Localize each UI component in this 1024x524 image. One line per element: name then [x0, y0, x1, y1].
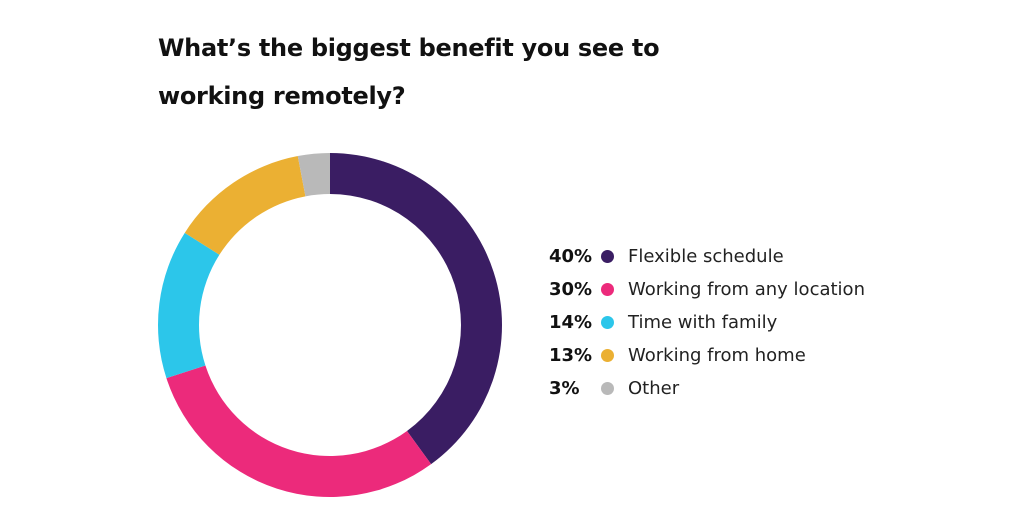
- donut-slice-4: [184, 156, 306, 255]
- legend-label: Time with family: [628, 312, 778, 333]
- legend-percent: 3%: [549, 378, 580, 399]
- legend-item: 13% Working from home: [549, 339, 865, 372]
- legend-dot-icon: [601, 283, 614, 296]
- legend-percent: 14%: [549, 312, 593, 333]
- legend-label: Flexible schedule: [628, 246, 784, 267]
- legend-label: Working from any location: [628, 279, 865, 300]
- legend-item: 3% Other: [549, 372, 865, 405]
- legend-label: Other: [628, 378, 680, 399]
- legend-dot-icon: [601, 250, 614, 263]
- donut-slice-3: [158, 232, 220, 379]
- donut-slice-2: [166, 365, 432, 497]
- legend-item: 30% Working from any location: [549, 273, 865, 306]
- donut-slice-5: [297, 153, 330, 197]
- legend-percent: 40%: [549, 246, 593, 267]
- legend-item: 14% Time with family: [549, 306, 865, 339]
- donut-chart: [158, 153, 502, 497]
- donut-slice-1: [330, 153, 502, 465]
- legend-dot-icon: [601, 382, 614, 395]
- legend-item: 40% Flexible schedule: [549, 240, 865, 273]
- legend-dot-icon: [601, 349, 614, 362]
- chart-title: What’s the biggest benefit you see to wo…: [158, 34, 660, 110]
- legend-label: Working from home: [628, 345, 806, 366]
- chart-legend: 40% Flexible schedule 30% Working from any …: [549, 240, 865, 405]
- legend-dot-icon: [601, 316, 614, 329]
- legend-percent: 13%: [549, 345, 593, 366]
- legend-percent: 30%: [549, 279, 593, 300]
